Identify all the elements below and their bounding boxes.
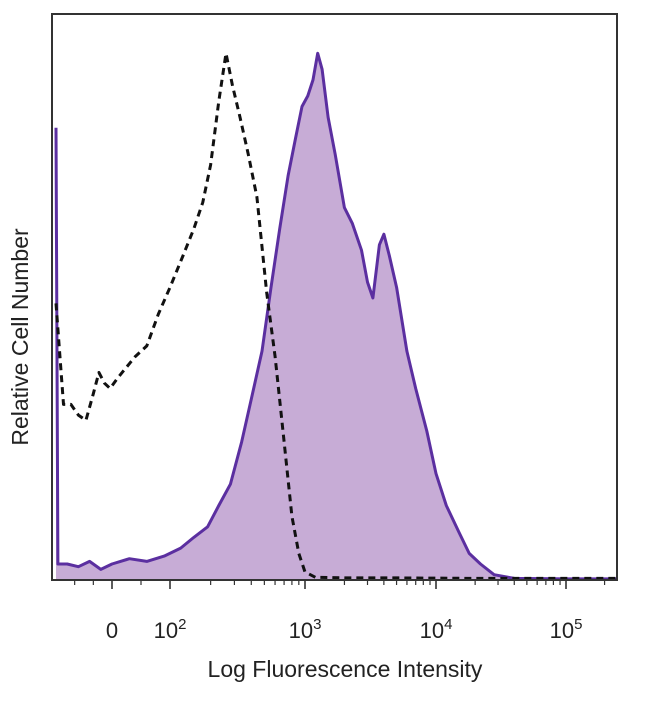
sample-histogram-outline (54, 51, 616, 581)
x-axis-title: Log Fluorescence Intensity (208, 656, 483, 682)
plot-frame (51, 13, 618, 581)
series-layer (54, 51, 616, 581)
y-axis-title: Relative Cell Number (7, 228, 33, 446)
tick-layer: 0 102 103 104 105 (74, 580, 606, 643)
x-tick-exponent: 2 (178, 616, 186, 633)
x-tick-label: 103 (289, 616, 322, 643)
x-tick-label: 0 (106, 618, 118, 643)
x-tick-label: 102 (154, 616, 187, 643)
sample-histogram-fill (56, 53, 616, 581)
x-tick-exponent: 3 (313, 616, 321, 633)
x-tick-exponent: 4 (444, 616, 452, 633)
control-histogram-dashed (54, 51, 616, 580)
x-tick-label: 104 (420, 616, 453, 643)
x-tick-label: 105 (550, 616, 583, 643)
x-tick-exponent: 5 (574, 616, 582, 633)
